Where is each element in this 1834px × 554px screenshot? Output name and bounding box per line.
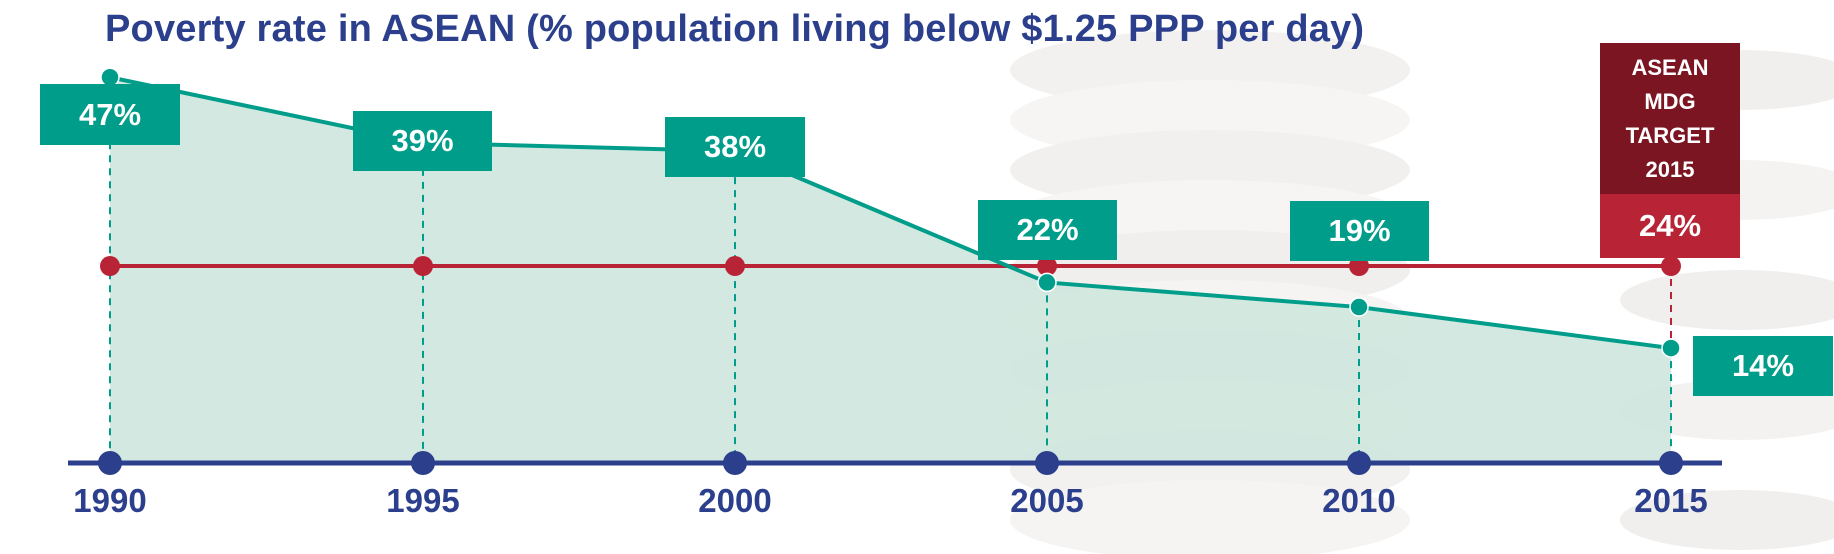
data-label-2015: 14% bbox=[1693, 336, 1833, 396]
mdg-target-box: ASEAN MDG TARGET 2015 24% bbox=[1600, 43, 1740, 258]
x-tick-label-1995: 1995 bbox=[386, 482, 460, 519]
data-label-2000: 38% bbox=[665, 117, 805, 177]
x-axis-tick-2000 bbox=[723, 451, 747, 475]
mdg-target-label: ASEAN MDG TARGET 2015 bbox=[1600, 43, 1740, 194]
data-label-1990: 47% bbox=[40, 84, 180, 145]
x-tick-label-2015: 2015 bbox=[1634, 482, 1708, 519]
x-axis-tick-2010 bbox=[1347, 451, 1371, 475]
chart-title: Poverty rate in ASEAN (% population livi… bbox=[105, 8, 1365, 50]
x-tick-label-2010: 2010 bbox=[1322, 482, 1396, 519]
target-point-2000 bbox=[725, 256, 745, 277]
target-point-1990 bbox=[100, 256, 120, 277]
area-fill bbox=[110, 77, 1671, 463]
target-point-1995 bbox=[413, 256, 433, 277]
x-tick-label-2005: 2005 bbox=[1010, 482, 1084, 519]
x-axis-tick-2015 bbox=[1659, 451, 1683, 475]
target-point-2015 bbox=[1661, 256, 1681, 277]
series-point-2015 bbox=[1661, 338, 1681, 358]
target-point-2010 bbox=[1349, 256, 1369, 277]
x-tick-label-1990: 1990 bbox=[73, 482, 147, 519]
data-label-2005: 22% bbox=[978, 200, 1117, 260]
data-label-1995: 39% bbox=[353, 111, 492, 171]
x-axis-tick-2005 bbox=[1035, 451, 1059, 475]
x-tick-label-2000: 2000 bbox=[698, 482, 772, 519]
series-point-2005 bbox=[1037, 272, 1057, 293]
target-point-2005 bbox=[1037, 256, 1057, 277]
x-axis-tick-1990 bbox=[98, 451, 122, 475]
data-label-2010: 19% bbox=[1290, 201, 1429, 261]
x-axis-tick-1995 bbox=[411, 451, 435, 475]
series-point-2010 bbox=[1349, 297, 1369, 317]
mdg-target-value: 24% bbox=[1600, 194, 1740, 258]
